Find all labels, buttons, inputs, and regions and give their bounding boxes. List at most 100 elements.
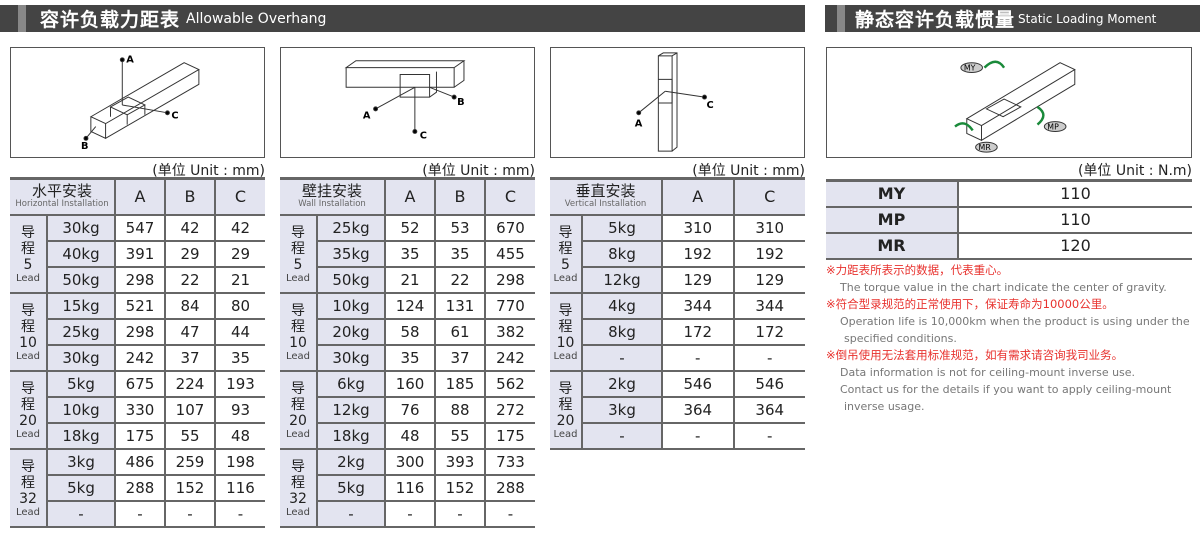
value-cell: 393: [435, 448, 486, 476]
value-cell: 55: [165, 422, 216, 450]
value-cell: 29: [215, 240, 265, 268]
horizontal-actuator-drawing: A C B: [81, 55, 200, 152]
lead-cell: 导程 5 Lead: [280, 214, 318, 294]
load-cell: 12kg: [317, 396, 387, 424]
table-row: 30kg 242 37 35: [10, 344, 265, 372]
load-cell: 4kg: [582, 292, 664, 320]
lead-word: Lead: [553, 351, 578, 362]
value-cell: 129: [733, 266, 805, 294]
table-row: 导程 5 Lead 5kg 310 310: [550, 214, 805, 294]
value-cell: 259: [165, 448, 216, 476]
moment-value: 120: [958, 232, 1192, 260]
table-row: 30kg 35 37 242: [280, 344, 535, 372]
value-cell: 93: [215, 396, 265, 424]
lead-value: 5: [23, 257, 33, 273]
table-row: 5kg 116 152 288: [280, 474, 535, 502]
lead-zh-char: 导: [291, 225, 305, 241]
load-cell: -: [582, 344, 664, 372]
wall-diagram: A C B: [280, 47, 535, 158]
label-b: B: [457, 97, 464, 108]
value-cell: -: [484, 500, 535, 528]
lead-cell: 导程 10 Lead: [280, 292, 318, 372]
moment-row: MP 110: [826, 206, 1192, 234]
table-row: 导程 20 Lead 2kg 546 546: [550, 370, 805, 450]
lead-zh-char: 程: [291, 397, 305, 413]
load-cell: 6kg: [317, 370, 387, 398]
column-header-c: C: [215, 178, 265, 216]
value-cell: 198: [215, 448, 265, 476]
header-title-en: Static Loading Moment: [1018, 11, 1157, 26]
value-cell: -: [215, 500, 265, 528]
lead-value: 5: [561, 257, 570, 273]
wall-actuator-drawing: A C B: [344, 60, 466, 141]
value-cell: 152: [165, 474, 216, 502]
vertical-overhang-table: 垂直安装 Vertical Installation A C 导程 5 Lead 5kg 310…: [550, 177, 805, 450]
horizontal-diagram: A C B: [10, 47, 265, 158]
value-cell: 47: [165, 318, 216, 346]
value-cell: 22: [165, 266, 216, 294]
note-en: Data information is not for ceiling-moun…: [840, 366, 1136, 379]
value-cell: 35: [385, 344, 436, 372]
lead-cell: 导程 5 Lead: [550, 214, 583, 294]
table-row: ----: [10, 500, 265, 528]
table-row: 12kg 129 129: [550, 266, 805, 294]
lead-zh-char: 导: [21, 303, 35, 319]
installation-header: 壁挂安装 Wall Installation: [280, 178, 387, 216]
static-moment-header: 静态容许负载惯量 Static Loading Moment: [825, 5, 1200, 32]
lead-zh-char: 导: [558, 303, 573, 319]
value-cell: 84: [165, 292, 216, 320]
value-cell: 172: [733, 318, 805, 346]
value-cell: 224: [165, 370, 216, 398]
load-cell: 50kg: [317, 266, 387, 294]
label-c: C: [706, 100, 713, 111]
lead-value: 5: [293, 257, 303, 273]
installation-title-en: Vertical Installation: [564, 199, 647, 210]
load-cell: 18kg: [47, 422, 116, 450]
value-cell: 37: [435, 344, 486, 372]
value-cell: 546: [662, 370, 735, 398]
value-cell: -: [733, 344, 805, 372]
value-cell: 44: [215, 318, 265, 346]
value-cell: 116: [215, 474, 265, 502]
moment-name: MY: [826, 180, 959, 208]
value-cell: 547: [115, 214, 166, 242]
label-my: MY: [964, 64, 976, 73]
value-cell: 175: [484, 422, 535, 450]
value-cell: 486: [115, 448, 166, 476]
lead-word: Lead: [285, 273, 311, 284]
load-cell: 3kg: [47, 448, 116, 476]
lead-word: Lead: [15, 351, 41, 362]
header-row: 水平安装 Horizontal Installation A B C: [10, 178, 265, 216]
header-accent: [837, 5, 845, 32]
lead-zh-char: 导: [291, 459, 305, 475]
table-row: 12kg 76 88 272: [280, 396, 535, 424]
lead-cell: 导程 5 Lead: [10, 214, 48, 294]
table-row: 50kg 298 22 21: [10, 266, 265, 294]
value-cell: 152: [435, 474, 486, 502]
table-row: 10kg 330 107 93: [10, 396, 265, 424]
header-title-zh: 静态容许负载惯量: [855, 9, 1016, 31]
column-header-a: A: [385, 178, 436, 216]
load-cell: -: [47, 500, 116, 528]
value-cell: -: [662, 422, 735, 450]
value-cell: 21: [385, 266, 436, 294]
column-header-b: B: [435, 178, 486, 216]
wall-overhang-table: 壁挂安装 Wall Installation A B C 导程 5 Lead 25kg 52 53 6…: [280, 177, 535, 528]
value-cell: 35: [435, 240, 486, 268]
table-row: ---: [550, 422, 805, 450]
lead-value: 20: [19, 413, 37, 429]
value-cell: 48: [215, 422, 265, 450]
column-header-a: A: [115, 178, 166, 216]
value-cell: 391: [115, 240, 166, 268]
table-row: 导程 10 Lead 4kg 344 344: [550, 292, 805, 372]
moment-value: 110: [958, 206, 1192, 234]
installation-header: 水平安装 Horizontal Installation: [10, 178, 116, 216]
value-cell: 160: [385, 370, 436, 398]
value-cell: 29: [165, 240, 216, 268]
value-cell: 298: [115, 266, 166, 294]
table-row: 20kg 58 61 382: [280, 318, 535, 346]
load-cell: 5kg: [317, 474, 387, 502]
lead-zh-char: 程: [21, 319, 35, 335]
note-zh: ※力距表所表示的数据，代表重心。: [826, 263, 1009, 277]
load-cell: 15kg: [47, 292, 116, 320]
